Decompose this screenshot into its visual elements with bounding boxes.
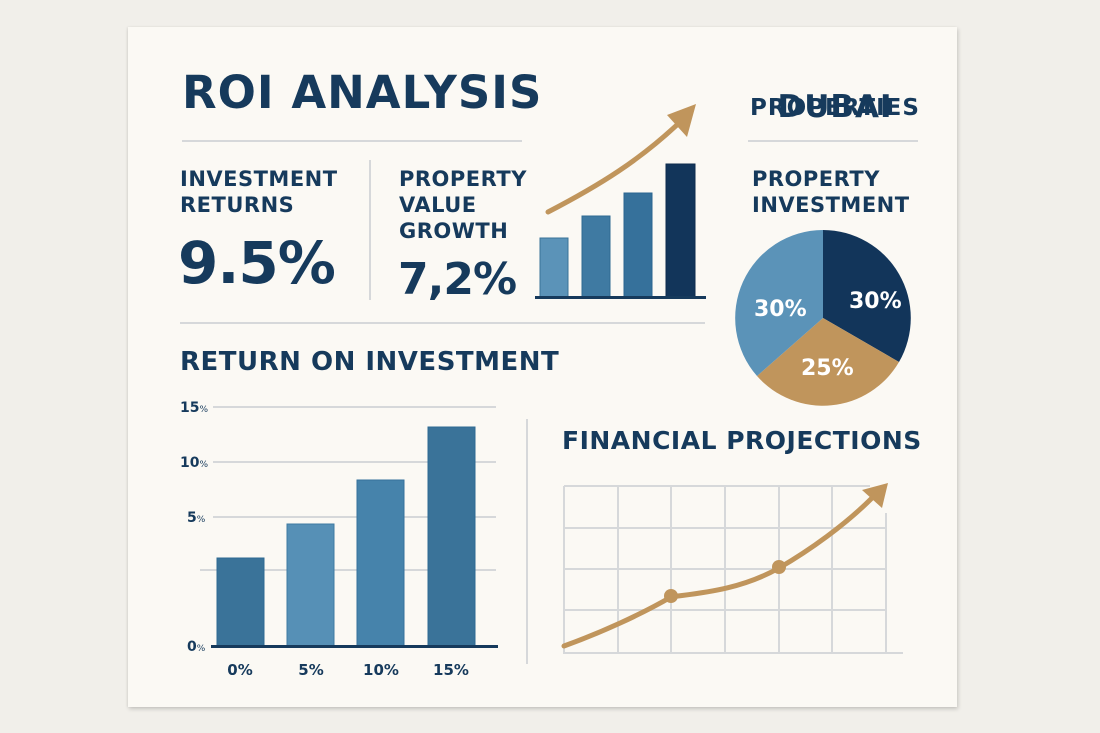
financial-projections-title: FINANCIAL PROJECTIONS bbox=[562, 426, 922, 455]
page-title: ROI ANALYSIS bbox=[182, 66, 543, 119]
brand-divider bbox=[748, 140, 918, 142]
x-tick-15: 15% bbox=[433, 661, 469, 679]
kpi-investment-returns-label: INVESTMENT RETURNS bbox=[180, 167, 338, 217]
kpi-divider bbox=[369, 160, 371, 300]
pie-label-gold: 25% bbox=[801, 356, 854, 381]
x-tick-10: 10% bbox=[363, 661, 399, 679]
kpi-section-divider bbox=[180, 322, 705, 324]
roi-chart-title: RETURN ON INVESTMENT bbox=[180, 347, 560, 377]
y-tick-15: 15% bbox=[180, 400, 209, 416]
brand-line-1: DUBAI bbox=[777, 89, 893, 125]
kpi-property-growth-label: PROPERTY VALUE GROWTH bbox=[399, 167, 527, 243]
kpi-property-growth-value: 7,2% bbox=[398, 254, 517, 305]
brand-line-2: PROPERTIES bbox=[750, 95, 920, 121]
kpi-investment-returns-value: 9.5% bbox=[178, 229, 336, 297]
x-tick-5: 5% bbox=[298, 661, 324, 679]
property-investment-title: PROPERTY INVESTMENT bbox=[752, 167, 910, 217]
x-tick-0: 0% bbox=[227, 661, 253, 679]
y-tick-0: 0% bbox=[187, 639, 206, 655]
y-tick-5: 5% bbox=[187, 510, 206, 526]
pie-label-navy: 30% bbox=[849, 289, 902, 314]
bottom-divider bbox=[526, 419, 528, 664]
title-divider bbox=[182, 140, 522, 142]
y-tick-10: 10% bbox=[180, 455, 209, 471]
pie-label-light-blue: 30% bbox=[754, 297, 807, 322]
